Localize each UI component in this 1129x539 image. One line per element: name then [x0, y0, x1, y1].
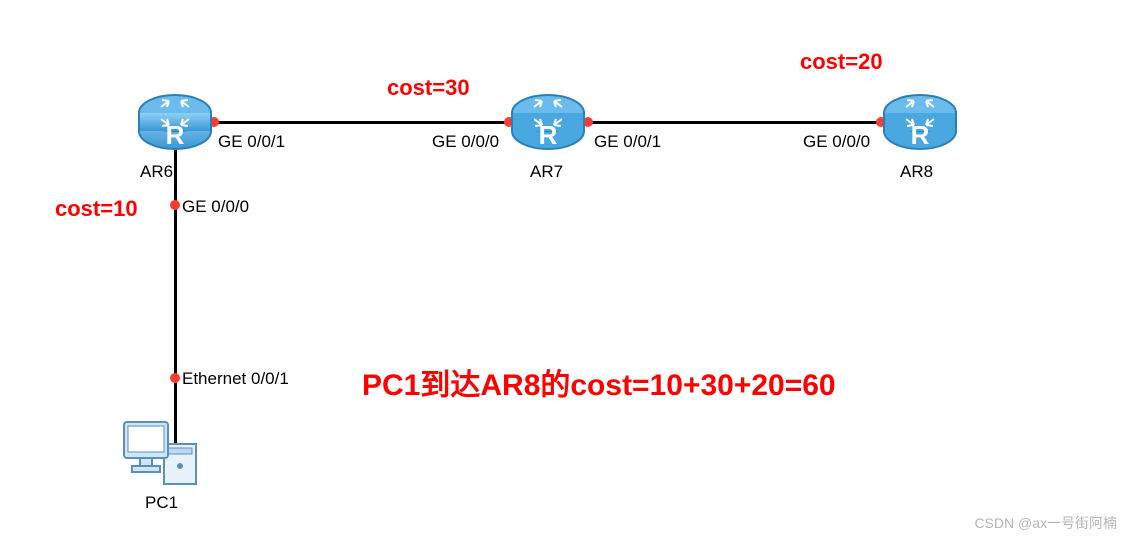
cost-label-20: cost=20 [800, 49, 883, 75]
port-dot [170, 200, 180, 210]
device-name-pc1: PC1 [145, 493, 178, 513]
interface-label: Ethernet 0/0/1 [182, 369, 289, 389]
device-name-ar8: AR8 [900, 162, 933, 182]
cost-label-30: cost=30 [387, 75, 470, 101]
result-text: PC1到达AR8的cost=10+30+20=60 [362, 360, 836, 404]
link-ar6-pc1 [174, 122, 177, 452]
link-ar6-ar7 [175, 121, 548, 124]
port-dot [170, 373, 180, 383]
interface-label: GE 0/0/0 [803, 132, 870, 152]
device-name-ar6: AR6 [140, 162, 173, 182]
svg-text:R: R [166, 120, 185, 150]
watermark: CSDN @ax一号街阿楠 [974, 513, 1117, 533]
pc1-icon [120, 416, 200, 488]
interface-label: GE 0/0/1 [218, 132, 285, 152]
router-ar7-icon: R [510, 93, 586, 151]
cost-label-10: cost=10 [55, 196, 138, 222]
device-name-ar7: AR7 [530, 162, 563, 182]
router-ar8-icon: R [882, 93, 958, 151]
router-ar6-icon: R [137, 93, 213, 151]
interface-label: GE 0/0/0 [432, 132, 499, 152]
diagram-stage: R R [0, 0, 1129, 539]
svg-text:R: R [911, 120, 930, 150]
link-ar7-ar8 [548, 121, 920, 124]
svg-text:R: R [539, 120, 558, 150]
interface-label: GE 0/0/0 [182, 197, 249, 217]
interface-label: GE 0/0/1 [594, 132, 661, 152]
